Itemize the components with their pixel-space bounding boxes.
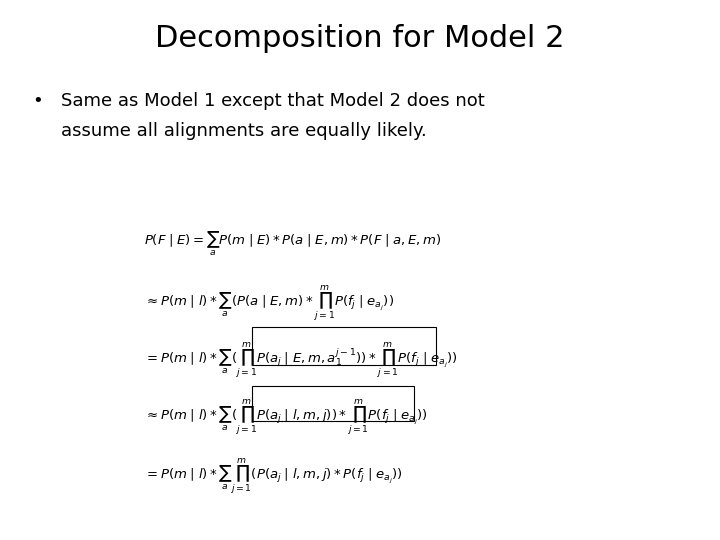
Text: $P(F \mid E) = \sum_{a} P(m \mid E) * P(a \mid E,m) * P(F \mid a,E,m)$: $P(F \mid E) = \sum_{a} P(m \mid E) * P(… [144, 230, 441, 258]
Text: assume all alignments are equally likely.: assume all alignments are equally likely… [61, 122, 427, 139]
Text: $= P(m \mid l) * \sum_{a} (\prod_{j=1}^{m} P(a_j \mid E,m,a_1^{j-1})) * \prod_{j: $= P(m \mid l) * \sum_{a} (\prod_{j=1}^{… [144, 340, 458, 380]
Text: $\approx P(m \mid l) * \sum_{a} (\prod_{j=1}^{m} P(a_j \mid l,m,j)) * \prod_{j=1: $\approx P(m \mid l) * \sum_{a} (\prod_{… [144, 397, 428, 437]
Text: $\approx P(m \mid l) * \sum_{a} (P(a \mid E,m) * \prod_{j=1}^{m} P(f_j \mid e_{a: $\approx P(m \mid l) * \sum_{a} (P(a \mi… [144, 284, 394, 323]
Text: Decomposition for Model 2: Decomposition for Model 2 [156, 24, 564, 53]
Text: •: • [32, 92, 43, 110]
Text: $= P(m \mid l) * \sum_{a} \prod_{j=1}^{m} (P(a_j \mid l,m,j) * P(f_j \mid e_{a_j: $= P(m \mid l) * \sum_{a} \prod_{j=1}^{m… [144, 456, 402, 496]
Text: Same as Model 1 except that Model 2 does not: Same as Model 1 except that Model 2 does… [61, 92, 485, 110]
